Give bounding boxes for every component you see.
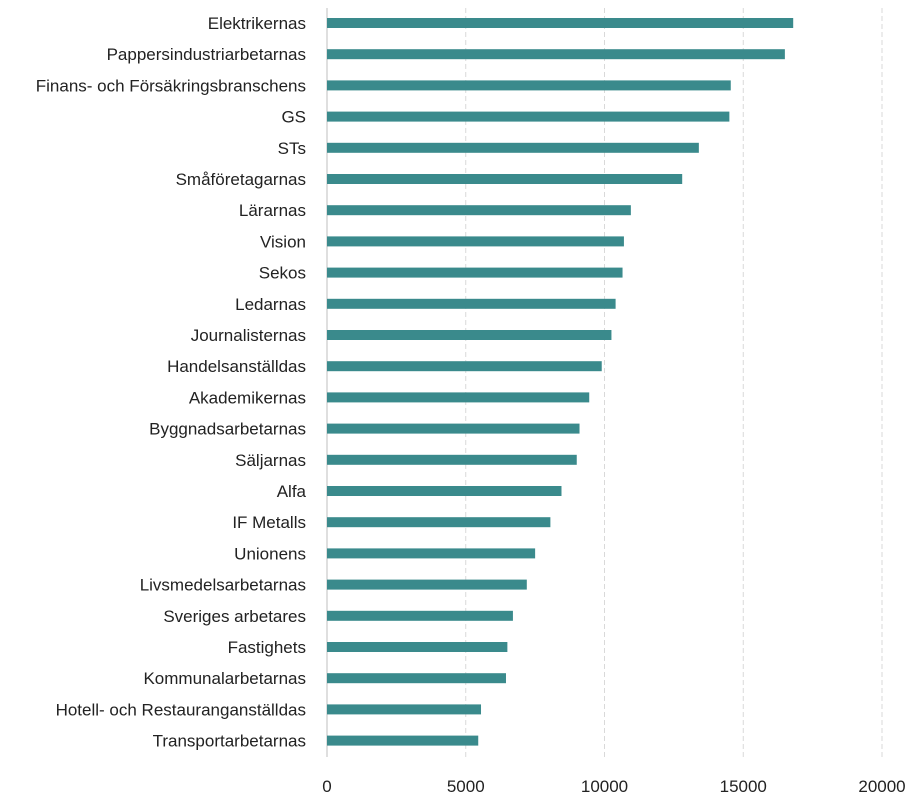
category-label: Handelsanställdas xyxy=(167,357,306,376)
category-label: Lärarnas xyxy=(239,201,306,220)
x-tick-label: 10000 xyxy=(581,777,628,795)
category-label: Sekos xyxy=(259,264,306,283)
category-label: Vision xyxy=(260,232,306,251)
category-label: Sveriges arbetares xyxy=(163,607,306,626)
x-axis-tick-labels: 0 5000 10000 15000 20000 xyxy=(322,777,905,796)
category-label: Fastighets xyxy=(228,638,306,657)
category-label: Ledarnas xyxy=(235,295,306,314)
category-labels: Elektrikernas Pappersindustriarbetarnas Fi… xyxy=(36,14,307,751)
x-tick-label: 5000 xyxy=(447,777,485,795)
category-label: Livsmedelsarbetarnas xyxy=(140,576,306,595)
bar xyxy=(327,174,683,184)
bar xyxy=(327,610,513,621)
category-label: Pappersindustriarbetarnas xyxy=(107,45,306,64)
bar xyxy=(327,330,612,340)
bar xyxy=(327,236,624,247)
bar xyxy=(327,142,699,153)
bar xyxy=(327,392,590,403)
bar xyxy=(327,735,479,746)
x-tick-label: 15000 xyxy=(720,777,767,795)
bar xyxy=(327,454,577,465)
category-label: GS xyxy=(281,108,306,127)
bar xyxy=(327,642,508,652)
bars xyxy=(327,18,794,746)
category-label: Elektrikernas xyxy=(208,14,306,33)
bar xyxy=(327,486,562,496)
category-label: Byggnadsarbetarnas xyxy=(149,420,306,439)
bar xyxy=(327,673,506,684)
category-label: Säljarnas xyxy=(235,451,306,470)
bar xyxy=(327,267,623,278)
category-label: Unionens xyxy=(234,544,306,563)
category-label: Småföretagarnas xyxy=(176,170,306,189)
bar xyxy=(327,49,785,60)
category-label: IF Metalls xyxy=(232,513,306,532)
category-label: Journalisternas xyxy=(191,326,306,345)
category-label: STs xyxy=(278,139,306,158)
category-label: Kommunalarbetarnas xyxy=(143,669,306,688)
bar xyxy=(327,517,551,528)
bar xyxy=(327,579,527,590)
bar xyxy=(327,548,536,559)
bar xyxy=(327,423,580,434)
category-label: Finans- och Försäkringsbranschens xyxy=(36,76,306,95)
bar xyxy=(327,704,482,715)
gridlines xyxy=(326,8,883,757)
x-tick-label: 20000 xyxy=(858,777,905,795)
bar xyxy=(327,111,730,122)
category-label: Alfa xyxy=(277,482,307,501)
bar xyxy=(327,298,616,309)
bar xyxy=(327,205,631,216)
category-label: Transportarbetarnas xyxy=(153,732,306,751)
category-label: Hotell- och Restauranganställdas xyxy=(56,700,306,719)
category-label: Akademikernas xyxy=(189,388,306,407)
x-tick-label: 0 xyxy=(322,777,331,795)
bar xyxy=(327,361,602,372)
bar xyxy=(327,18,794,28)
bar xyxy=(327,80,731,91)
